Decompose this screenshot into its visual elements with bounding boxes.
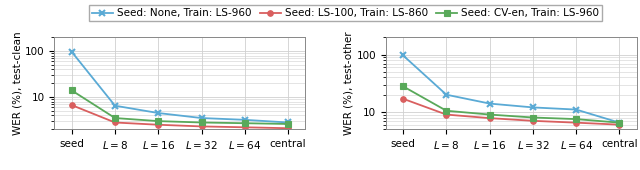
Y-axis label: WER (%), test-clean: WER (%), test-clean bbox=[12, 31, 22, 135]
Legend: Seed: None, Train: LS-960, Seed: LS-100, Train: LS-860, Seed: CV-en, Train: LS-9: Seed: None, Train: LS-960, Seed: LS-100,… bbox=[89, 5, 602, 21]
Y-axis label: WER (%), test-other: WER (%), test-other bbox=[344, 31, 354, 135]
